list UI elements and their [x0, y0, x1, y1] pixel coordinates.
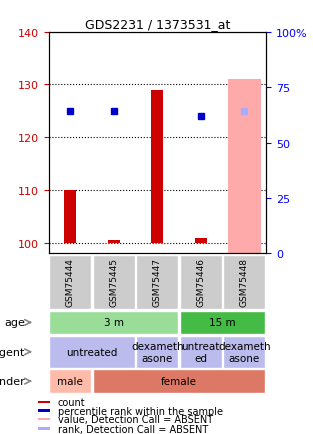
Text: count: count — [58, 397, 85, 407]
Title: GDS2231 / 1373531_at: GDS2231 / 1373531_at — [85, 18, 230, 31]
Bar — [64, 191, 76, 243]
Text: GSM75446: GSM75446 — [196, 258, 205, 306]
Bar — [49, 336, 135, 368]
Bar — [38, 401, 50, 403]
Bar — [49, 255, 91, 309]
Text: 15 m: 15 m — [209, 318, 236, 328]
Bar — [38, 427, 50, 430]
Text: GSM75444: GSM75444 — [66, 258, 75, 306]
Bar — [180, 255, 222, 309]
Bar — [38, 410, 50, 411]
Text: agent: agent — [0, 347, 25, 357]
Bar — [93, 370, 265, 393]
Bar — [223, 336, 265, 368]
Bar — [180, 311, 265, 334]
Text: female: female — [161, 376, 197, 386]
Text: dexameth
asone: dexameth asone — [218, 341, 271, 363]
Text: GSM75448: GSM75448 — [240, 258, 249, 306]
Text: rank, Detection Call = ABSENT: rank, Detection Call = ABSENT — [58, 424, 208, 434]
Bar — [136, 255, 178, 309]
Bar — [195, 238, 207, 243]
Bar — [108, 241, 120, 243]
Bar — [223, 255, 265, 309]
Text: untreated: untreated — [66, 347, 118, 357]
Text: dexameth
asone: dexameth asone — [131, 341, 184, 363]
Text: value, Detection Call = ABSENT: value, Detection Call = ABSENT — [58, 414, 213, 424]
Text: GSM75447: GSM75447 — [153, 258, 162, 306]
Bar — [49, 370, 91, 393]
Text: male: male — [57, 376, 83, 386]
Text: age: age — [4, 318, 25, 328]
Bar — [136, 336, 178, 368]
Text: untreat
ed: untreat ed — [182, 341, 220, 363]
Text: percentile rank within the sample: percentile rank within the sample — [58, 406, 223, 415]
Bar — [180, 336, 222, 368]
Bar — [151, 91, 163, 243]
Bar — [93, 255, 135, 309]
Text: 3 m: 3 m — [104, 318, 124, 328]
Text: GSM75445: GSM75445 — [109, 258, 118, 306]
Bar — [49, 311, 178, 334]
Text: gender: gender — [0, 376, 25, 386]
Bar — [228, 80, 261, 254]
Bar — [38, 418, 50, 420]
